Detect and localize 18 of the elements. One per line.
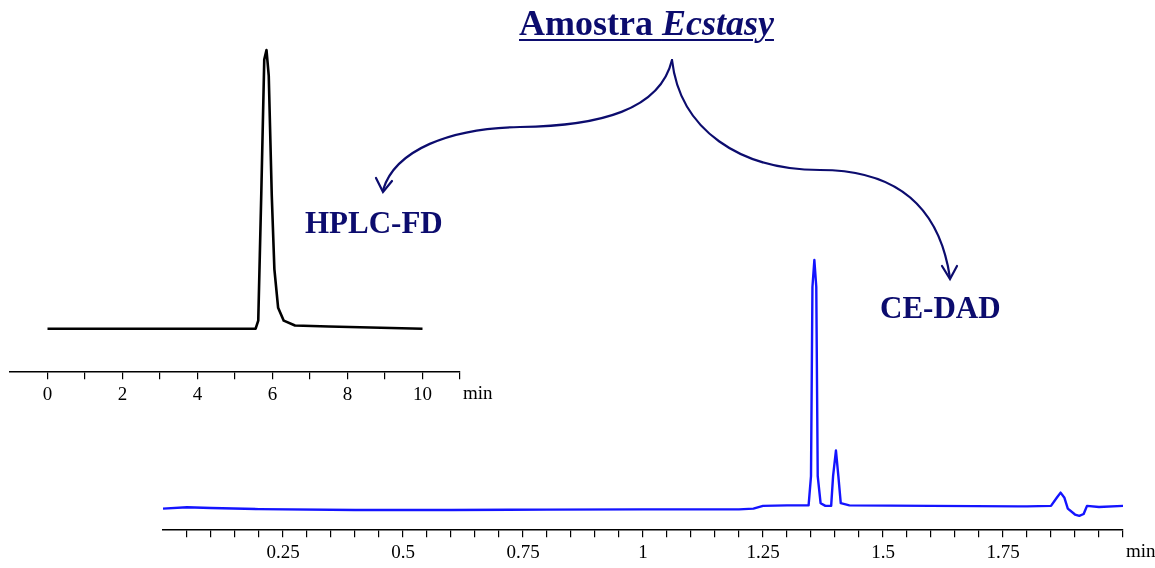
x-axis-title: min <box>463 381 494 403</box>
x-tick-label: 0.5 <box>391 540 415 562</box>
x-tick-label: 10 <box>413 382 432 404</box>
text: HPLC-FD <box>305 205 443 241</box>
x-tick-label: 0.75 <box>506 540 540 562</box>
x-axis-title: min <box>1126 539 1155 561</box>
x-tick-label: 4 <box>192 382 203 404</box>
x-tick-label: 8 <box>342 382 353 404</box>
text: Amostra Ecstasy <box>519 2 774 44</box>
x-tick-label: 6 <box>267 382 278 404</box>
x-tick-label: 1 <box>638 540 648 562</box>
text: CE-DAD <box>880 290 1001 326</box>
x-tick-label: 1.5 <box>871 540 895 562</box>
x-tick-label: 0 <box>42 382 53 404</box>
x-tick-label: 0.25 <box>266 540 300 562</box>
x-tick-label: 2 <box>117 382 128 404</box>
x-tick-label: 1.25 <box>746 540 780 562</box>
x-tick-label: 1.75 <box>986 540 1020 562</box>
